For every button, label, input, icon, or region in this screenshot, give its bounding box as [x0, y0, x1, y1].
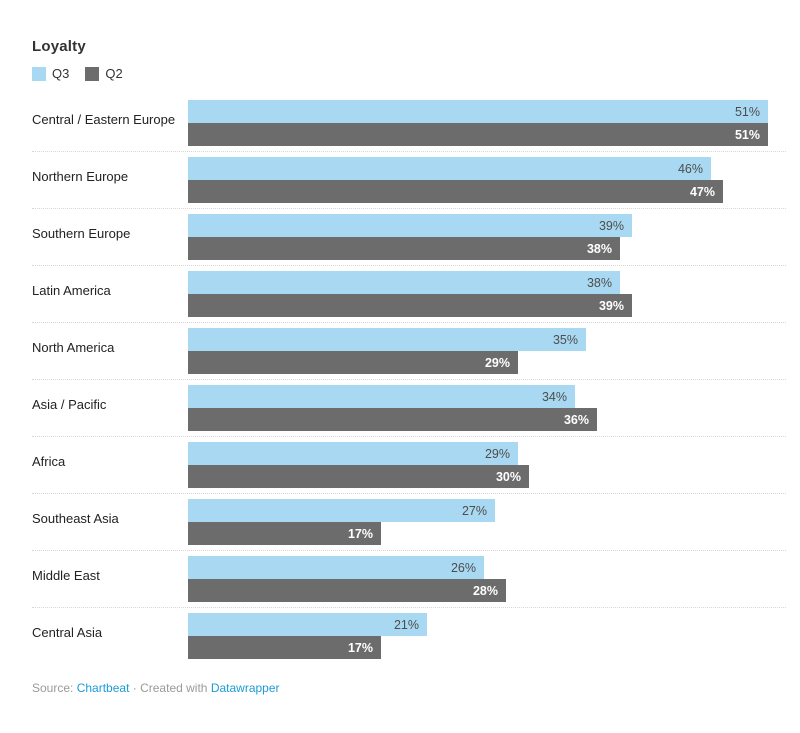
legend-label: Q3	[52, 66, 70, 81]
bar-value-label: 39%	[598, 218, 624, 233]
bar-value-label: 17%	[347, 640, 373, 655]
bar-value-label: 34%	[541, 389, 567, 404]
bar-value-label: 36%	[563, 412, 589, 427]
bar-value-label: 29%	[484, 355, 510, 370]
chart-row: Central Asia 21% 17%	[32, 608, 786, 665]
bar-value-label: 17%	[347, 526, 373, 541]
bar-value-label: 38%	[586, 241, 612, 256]
category-label: Middle East	[32, 568, 100, 584]
bar-q2: 36%	[188, 408, 597, 431]
bar-value-label: 30%	[495, 469, 521, 484]
bar-q2: 38%	[188, 237, 620, 260]
legend-swatch-q3	[32, 66, 46, 81]
legend-swatch-q2	[85, 66, 100, 81]
bar-q2: 29%	[188, 351, 518, 374]
created-label: Created with	[140, 681, 208, 695]
chart-title: Loyalty	[32, 38, 86, 55]
chart-row: Northern Europe 46% 47%	[32, 152, 786, 209]
bar-q2: 47%	[188, 180, 723, 203]
chart-row: Latin America 38% 39%	[32, 266, 786, 323]
legend: Q3 Q2	[32, 66, 123, 81]
bar-value-label: 35%	[552, 332, 578, 347]
source-link[interactable]: Chartbeat	[76, 681, 130, 695]
chart-row: Asia / Pacific 34% 36%	[32, 380, 786, 437]
bar-value-label: 26%	[450, 560, 476, 575]
chart-rows: Central / Eastern Europe 51% 51% Northern E…	[32, 95, 786, 665]
bar-value-label: 27%	[461, 503, 487, 518]
category-label: Asia / Pacific	[32, 397, 107, 413]
bar-q3: 34%	[188, 385, 575, 408]
category-label: Southeast Asia	[32, 511, 119, 527]
bar-q3: 27%	[188, 499, 495, 522]
bar-q3: 29%	[188, 442, 518, 465]
bar-value-label: 39%	[598, 298, 624, 313]
chart-row: North America 35% 29%	[32, 323, 786, 380]
bar-q3: 35%	[188, 328, 586, 351]
bar-value-label: 28%	[472, 583, 498, 598]
category-label: Central Asia	[32, 625, 103, 641]
bar-q3: 46%	[188, 157, 711, 180]
chart-row: Southeast Asia 27% 17%	[32, 494, 786, 551]
bar-q3: 51%	[188, 100, 768, 123]
bar-value-label: 47%	[689, 184, 715, 199]
bar-q3: 26%	[188, 556, 484, 579]
source-label: Source:	[32, 681, 74, 695]
category-label: Southern Europe	[32, 226, 131, 242]
legend-label: Q2	[105, 66, 123, 81]
bar-q3: 38%	[188, 271, 620, 294]
footer: Source: Chartbeat · Created with Datawra…	[32, 681, 280, 695]
category-label: Latin America	[32, 283, 111, 299]
bar-q3: 39%	[188, 214, 632, 237]
bar-value-label: 29%	[484, 446, 510, 461]
legend-item-q2: Q2	[85, 66, 123, 81]
bar-q2: 51%	[188, 123, 768, 146]
bar-value-label: 46%	[677, 161, 703, 176]
category-label: Africa	[32, 454, 66, 470]
bar-q2: 28%	[188, 579, 506, 602]
bar-q2: 39%	[188, 294, 632, 317]
chart-row: Africa 29% 30%	[32, 437, 786, 494]
category-label: Central / Eastern Europe	[32, 112, 176, 128]
bar-q2: 17%	[188, 522, 381, 545]
category-label: Northern Europe	[32, 169, 129, 185]
tool-link[interactable]: Datawrapper	[210, 681, 280, 695]
bar-q2: 30%	[188, 465, 529, 488]
footer-separator: ·	[132, 681, 137, 695]
category-label: North America	[32, 340, 115, 356]
chart-row: Middle East 26% 28%	[32, 551, 786, 608]
chart-row: Central / Eastern Europe 51% 51%	[32, 95, 786, 152]
bar-value-label: 51%	[734, 127, 760, 142]
bar-q2: 17%	[188, 636, 381, 659]
bar-value-label: 38%	[586, 275, 612, 290]
bar-q3: 21%	[188, 613, 427, 636]
chart-row: Southern Europe 39% 38%	[32, 209, 786, 266]
legend-item-q3: Q3	[32, 66, 69, 81]
bar-value-label: 51%	[734, 104, 760, 119]
bar-value-label: 21%	[393, 617, 419, 632]
